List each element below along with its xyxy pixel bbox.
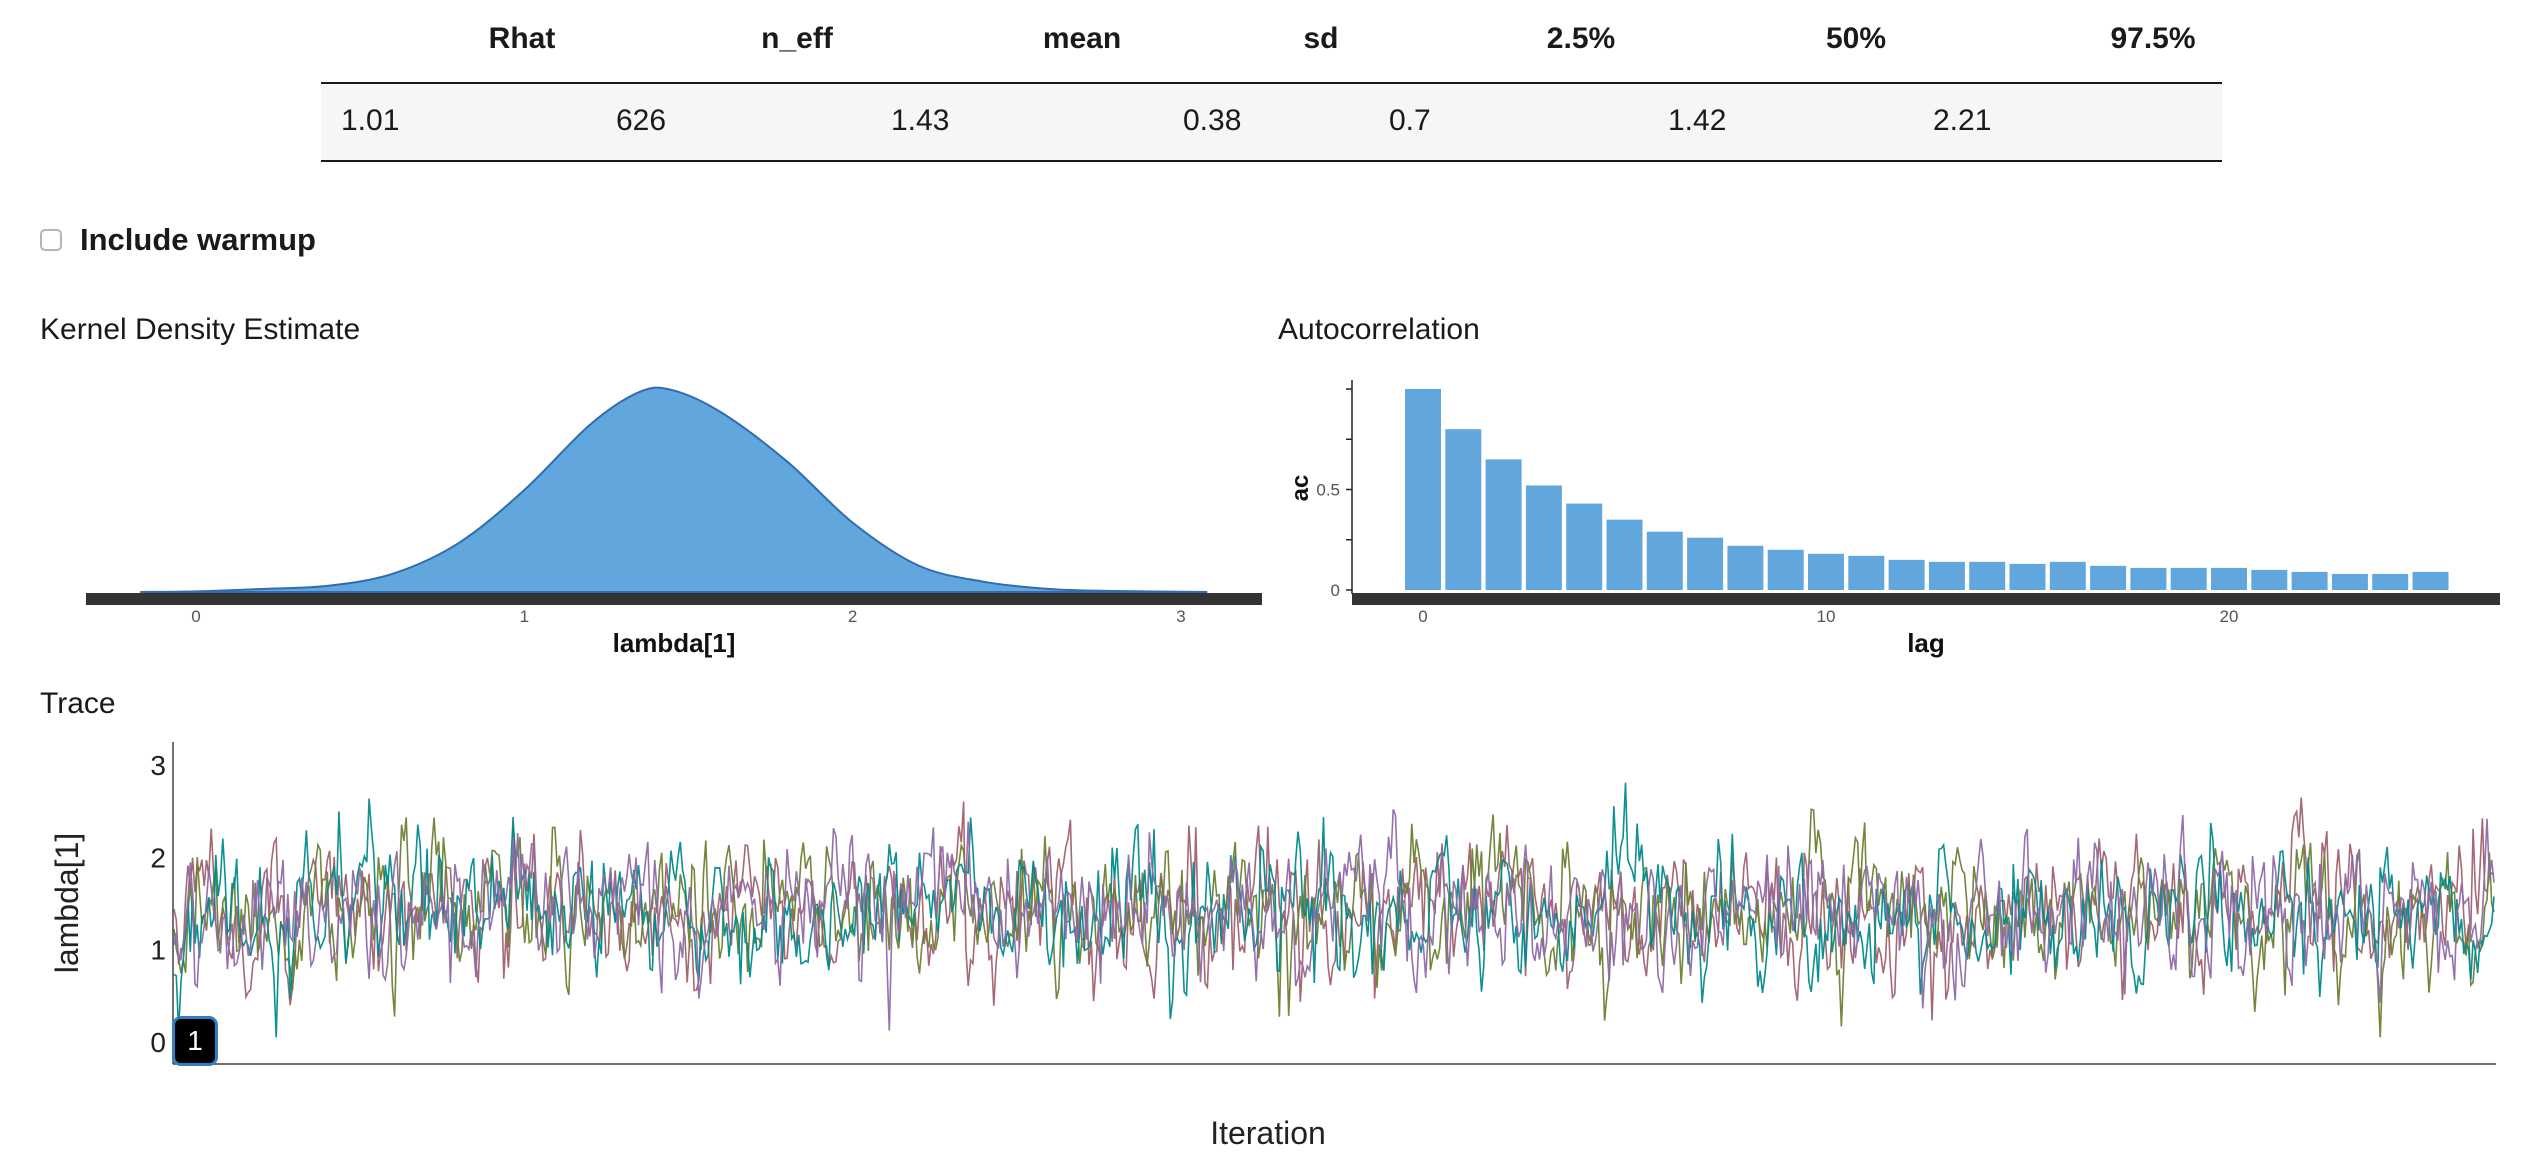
acf-bar: [2331, 573, 2368, 590]
density-panel-title: Kernel Density Estimate: [40, 313, 361, 346]
acf-bar: [1727, 545, 1764, 590]
table-row: 1.01 626 1.43 0.38 0.7 1.42 2.21: [321, 84, 2222, 162]
trace-y-tick-label: 2: [150, 842, 166, 873]
trace-panel-title: Trace: [40, 687, 116, 720]
density-chart: 0 1 2 3 lambda[1]: [86, 386, 1262, 658]
acf-y-tick-label: 0: [1331, 581, 1340, 600]
acf-bar: [1767, 549, 1804, 590]
acf-bar: [1808, 553, 1844, 590]
acf-bar: [1485, 459, 1522, 590]
column-header-mean: mean: [1042, 22, 1122, 55]
autocorrelation-panel-title: Autocorrelation: [1278, 313, 1480, 346]
acf-y-axis-label: ac: [1287, 475, 1314, 502]
cell-rhat: 1.01: [341, 104, 400, 137]
acf-bar: [1646, 531, 1683, 590]
column-header-q97-5: 97.5%: [2110, 22, 2196, 55]
include-warmup-checkbox[interactable]: [40, 229, 62, 251]
acf-bar: [1405, 389, 1441, 590]
include-warmup-toggle[interactable]: Include warmup: [40, 222, 316, 258]
trace-chain-line: [173, 809, 2495, 1031]
density-x-axis-label: lambda[1]: [613, 628, 736, 658]
acf-bar: [2291, 571, 2328, 590]
cell-q97-5: 2.21: [1933, 104, 1992, 137]
summary-table: Rhat n_eff mean sd 2.5% 50% 97.5% 1.01 6…: [321, 0, 2222, 162]
acf-bar: [1525, 485, 1562, 590]
summary-table-header: Rhat n_eff mean sd 2.5% 50% 97.5%: [321, 0, 2222, 84]
chain-badge[interactable]: 1: [172, 1016, 218, 1066]
acf-bar: [1928, 561, 1965, 590]
acf-x-axis-bar: [1352, 593, 2500, 605]
acf-bar: [1687, 537, 1724, 590]
acf-bar: [2009, 563, 2046, 590]
density-x-tick-label: 3: [1176, 607, 1185, 626]
column-header-n-eff: n_eff: [761, 22, 833, 55]
autocorrelation-chart: 0 0.5 0 10 20 lag ac: [1287, 380, 2500, 658]
acf-bar: [1848, 555, 1885, 590]
cell-q2-5: 0.7: [1389, 104, 1431, 137]
trace-y-tick-label: 1: [150, 935, 166, 966]
acf-x-tick-label: 20: [2220, 607, 2239, 626]
column-header-q50: 50%: [1825, 22, 1887, 55]
acf-x-axis-label: lag: [1907, 628, 1945, 658]
acf-bar: [2372, 573, 2409, 590]
acf-bar: [2049, 561, 2086, 590]
acf-bar: [2090, 565, 2127, 590]
column-header-q2-5: 2.5%: [1546, 22, 1616, 55]
density-x-tick-label: 2: [848, 607, 857, 626]
acf-x-tick-label: 0: [1418, 607, 1427, 626]
cell-mean: 1.43: [891, 104, 950, 137]
cell-q50: 1.42: [1668, 104, 1727, 137]
acf-bar: [2130, 567, 2167, 590]
acf-bar: [1606, 519, 1643, 590]
density-x-axis-bar: [86, 593, 1262, 605]
density-area: [140, 386, 1208, 593]
acf-bar: [1969, 561, 2006, 590]
trace-x-axis-label: Iteration: [1210, 1115, 1326, 1151]
acf-bar: [1888, 559, 1925, 590]
trace-y-tick-label: 3: [150, 750, 166, 781]
acf-bar: [1566, 503, 1603, 590]
cell-n-eff: 626: [616, 104, 667, 137]
acf-y-tick-label: 0.5: [1316, 481, 1340, 500]
trace-y-tick-label: 0: [150, 1027, 166, 1058]
column-header-sd: sd: [1303, 22, 1339, 55]
column-header-rhat: Rhat: [488, 22, 556, 55]
trace-y-axis-label: lambda[1]: [49, 833, 85, 974]
acf-bar: [2211, 567, 2247, 590]
acf-bar: [2412, 571, 2449, 590]
acf-bar: [1445, 429, 1482, 590]
include-warmup-label: Include warmup: [80, 222, 316, 257]
cell-sd: 0.38: [1183, 104, 1242, 137]
acf-bar: [2170, 567, 2207, 590]
acf-bar: [2251, 569, 2288, 590]
acf-x-tick-label: 10: [1817, 607, 1836, 626]
density-x-tick-label: 1: [520, 607, 529, 626]
density-x-tick-label: 0: [191, 607, 200, 626]
